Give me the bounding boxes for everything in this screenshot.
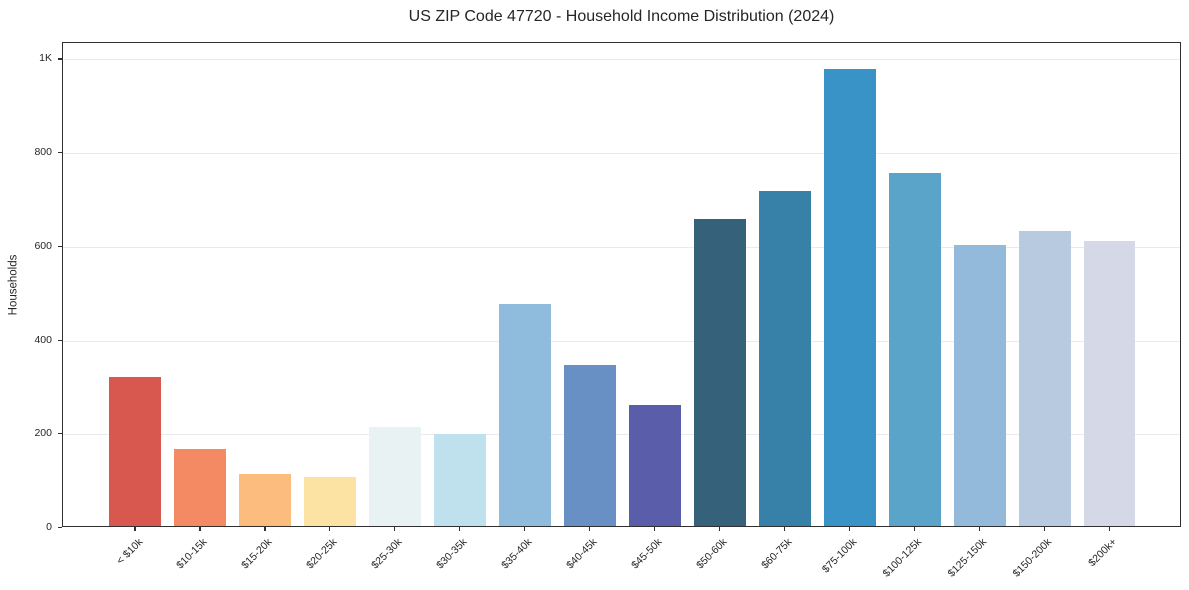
bar-15-20k [239, 474, 292, 526]
bar-35-40k [499, 304, 552, 526]
x-tick-label: $50-60k [694, 536, 730, 572]
y-tick-label: 200 [34, 427, 52, 440]
y-axis-label: Households [7, 254, 20, 315]
x-tick-mark [653, 527, 656, 531]
x-tick-label: $10-15k [174, 536, 210, 572]
plot-area [62, 42, 1181, 527]
y-axis-label-container: Households [2, 42, 24, 527]
bar-30-35k [434, 434, 487, 526]
x-tick-label: $35-40k [499, 536, 535, 572]
x-tick-mark [718, 527, 721, 531]
x-tick-mark [978, 527, 980, 531]
y-tick-label: 0 [46, 521, 52, 533]
gridline [63, 340, 1180, 342]
gridline [63, 434, 1180, 436]
x-tick-mark [1108, 527, 1110, 531]
x-tick-mark [589, 527, 591, 531]
x-tick-label: $100-125k [880, 536, 925, 580]
bar-125-150k [953, 244, 1006, 526]
bar-25-30k [369, 427, 422, 526]
bar-200k [1083, 241, 1136, 526]
bar-60-75k [758, 190, 811, 526]
bar-150-200k [1018, 230, 1071, 526]
y-tick-mark [58, 339, 62, 341]
bar-100-125k [888, 173, 941, 526]
x-tick-label: $45-50k [629, 536, 665, 572]
bar-10-15k [174, 448, 227, 526]
y-tick-mark [58, 433, 62, 435]
bar-75-100k [823, 69, 876, 526]
x-tick-label: $150-200k [1010, 536, 1055, 580]
x-tick-mark [783, 527, 786, 531]
x-tick-mark [913, 527, 915, 531]
x-tick-label: $25-30k [369, 536, 405, 572]
x-tick-mark [459, 527, 461, 531]
gridline [63, 153, 1180, 155]
x-tick-mark [329, 527, 331, 531]
x-tick-label: $40-45k [564, 536, 600, 572]
y-tick-label: 400 [34, 333, 52, 346]
gridline [63, 59, 1180, 61]
bar-20-25k [304, 476, 357, 526]
y-tick-mark [58, 58, 62, 60]
x-tick-mark [1043, 527, 1045, 531]
x-tick-mark [524, 527, 526, 531]
x-tick-label: < $10k [113, 536, 145, 567]
y-tick-mark [58, 527, 62, 529]
gridline [63, 246, 1180, 248]
x-tick-mark [264, 527, 266, 531]
y-tick-label: 600 [34, 239, 52, 252]
bar-40-45k [564, 365, 616, 526]
y-tick-mark [58, 245, 62, 248]
x-tick-label: $200k+ [1085, 536, 1120, 570]
x-tick-mark [848, 527, 850, 531]
x-tick-label: $30-35k [434, 536, 470, 572]
x-tick-label: $75-100k [819, 536, 860, 576]
chart-title: US ZIP Code 47720 - Household Income Dis… [408, 8, 835, 25]
y-tick-label: 1K [39, 52, 52, 65]
y-tick-mark [58, 152, 62, 154]
x-tick-mark [199, 527, 201, 531]
bar-10k [109, 377, 162, 526]
x-tick-label: $20-25k [304, 536, 340, 572]
x-tick-mark [134, 527, 136, 531]
bar-45-50k [628, 405, 681, 526]
x-tick-label: $60-75k [759, 536, 795, 572]
bar-50-60k [693, 219, 746, 526]
x-tick-mark [394, 527, 396, 531]
x-tick-label: $125-150k [945, 536, 990, 580]
x-tick-label: $15-20k [239, 536, 275, 572]
y-tick-label: 800 [34, 146, 52, 159]
